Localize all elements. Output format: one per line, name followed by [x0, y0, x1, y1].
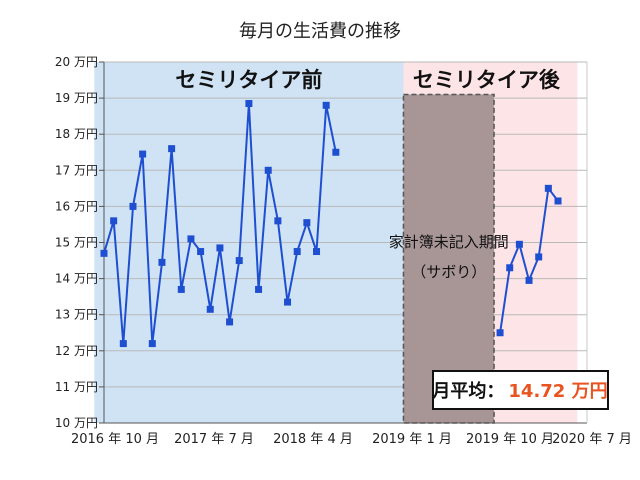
data-point [496, 329, 504, 337]
y-tick-label: 17 万円 [55, 163, 98, 177]
data-point [284, 298, 292, 306]
data-point [535, 253, 543, 261]
data-point [515, 240, 523, 248]
x-tick-label: 2017 年 7 月 [174, 432, 254, 447]
data-point [506, 264, 514, 272]
x-tick-label: 2016 年 10 月 [71, 432, 159, 447]
data-point [264, 166, 272, 174]
summary-box [432, 370, 609, 410]
gap-label-line1: 家計簿未記入期間 [389, 233, 509, 251]
data-point [245, 100, 253, 108]
y-tick-label: 13 万円 [55, 308, 98, 322]
y-tick-label: 15 万円 [55, 236, 98, 250]
x-tick-label: 2020 年 7 月 [552, 432, 632, 447]
y-tick-label: 12 万円 [55, 344, 98, 358]
data-point [187, 235, 195, 243]
summary-value: 14.72 万円 [508, 381, 607, 402]
data-point [148, 340, 156, 348]
x-tick-label: 2019 年 1 月 [372, 432, 452, 447]
data-point [313, 248, 321, 256]
chart-title: 毎月の生活費の推移 [239, 21, 401, 42]
y-tick-label: 19 万円 [55, 91, 98, 105]
data-point [216, 244, 224, 252]
gap-period-block [402, 93, 495, 424]
data-point [293, 248, 301, 256]
data-point [110, 217, 118, 225]
summary-label: 月平均： [431, 380, 504, 402]
axis-layer: 10 万円 11 万円 12 万円 13 万円 14 万円 15 万円 16 万円 17 万円… [55, 55, 632, 447]
data-point [100, 249, 108, 257]
data-point [303, 219, 311, 227]
data-point [168, 145, 176, 153]
y-tick-label: 14 万円 [55, 272, 98, 286]
y-tick-label: 10 万円 [55, 416, 98, 430]
region-label-1: セミリタイア前 [175, 68, 322, 92]
summary-text: 月平均： 14.72 万円 [431, 380, 607, 402]
data-point [226, 318, 234, 326]
gap-label-line2: （サボり） [411, 263, 486, 281]
data-point [525, 276, 533, 284]
data-point [235, 257, 243, 265]
data-point [554, 197, 562, 205]
data-point [206, 305, 214, 313]
region-label-2: セミリタイア後 [413, 68, 561, 92]
data-point [158, 258, 166, 266]
data-point [129, 202, 137, 210]
data-point [274, 217, 282, 225]
series-layer [100, 100, 562, 348]
data-point [119, 340, 127, 348]
y-tick-label: 20 万円 [55, 55, 98, 69]
data-point [197, 248, 205, 256]
data-point [332, 148, 340, 156]
data-point [177, 285, 185, 293]
y-tick-label: 18 万円 [55, 127, 98, 141]
y-tick-label: 16 万円 [55, 199, 98, 213]
grid-layer [104, 61, 587, 424]
y-tick-label: 11 万円 [55, 380, 98, 394]
x-tick-label: 2018 年 4 月 [273, 432, 353, 447]
data-point [139, 150, 147, 158]
data-point [255, 285, 263, 293]
gap-layer: 家計簿未記入期間 （サボり） [389, 93, 509, 424]
data-point [544, 184, 552, 192]
x-tick-label: 2019 年 10 月 [466, 432, 554, 447]
data-point [322, 101, 330, 109]
